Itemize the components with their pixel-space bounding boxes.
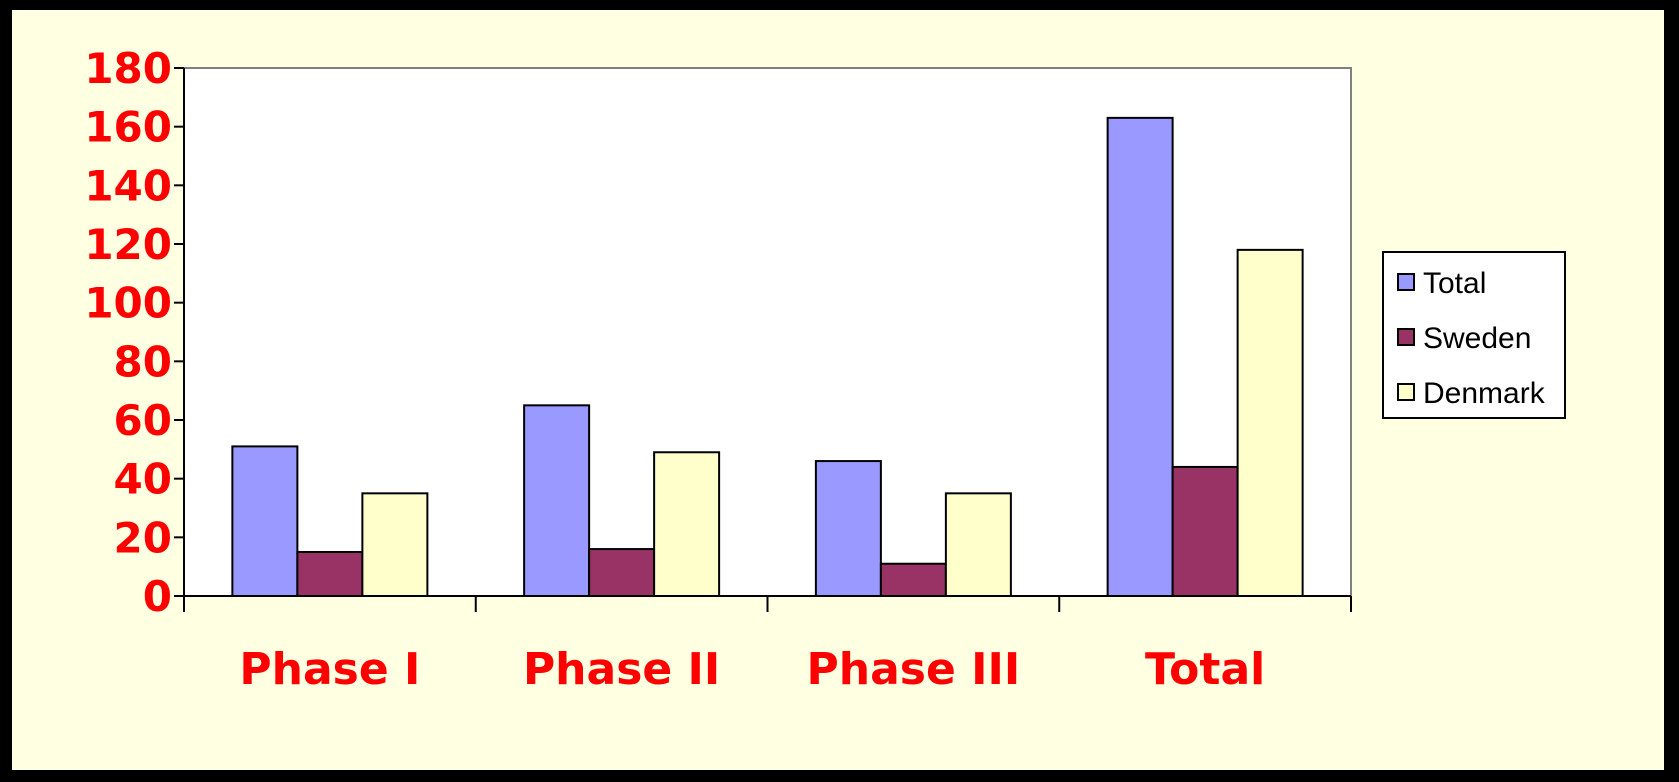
legend-swatch-denmark bbox=[1397, 383, 1415, 401]
y-tick-label: 0 bbox=[143, 572, 172, 621]
x-tick-label: Total bbox=[1145, 644, 1265, 695]
bar-sweden-phase-iii bbox=[879, 562, 947, 598]
y-tick-label: 60 bbox=[114, 396, 172, 445]
bar-total-total bbox=[1106, 116, 1174, 597]
x-tick-label: Phase I bbox=[239, 644, 420, 695]
bar-sweden-phase-ii bbox=[588, 548, 656, 597]
bar-chart: 0 20 40 60 80 100 120 140 160 180 Phase I Phase II P… bbox=[84, 44, 1566, 695]
bar-denmark-phase-ii bbox=[653, 451, 721, 597]
legend-swatch-total bbox=[1397, 273, 1415, 291]
bar-total-phase-i bbox=[231, 445, 299, 597]
y-tick-label: 180 bbox=[84, 44, 172, 93]
x-tick-label: Phase III bbox=[807, 644, 1021, 695]
y-tick-label: 100 bbox=[84, 279, 172, 328]
legend-swatch-sweden bbox=[1397, 328, 1415, 346]
bar-total-phase-ii bbox=[523, 404, 591, 598]
y-tick-label: 120 bbox=[84, 220, 172, 269]
bar-sweden-total bbox=[1171, 465, 1239, 597]
x-tick-label: Phase II bbox=[523, 644, 720, 695]
bar-sweden-phase-i bbox=[296, 551, 364, 597]
y-tick-label: 140 bbox=[84, 161, 172, 210]
y-tick-label: 20 bbox=[114, 513, 172, 562]
bar-denmark-phase-i bbox=[361, 492, 429, 598]
y-tick-label: 160 bbox=[84, 103, 172, 152]
y-tick-label: 40 bbox=[114, 455, 172, 504]
legend-label-sweden: Sweden bbox=[1423, 322, 1531, 355]
legend-label-total: Total bbox=[1423, 267, 1486, 300]
bar-total-phase-iii bbox=[814, 460, 882, 598]
bar-denmark-phase-iii bbox=[944, 492, 1012, 598]
legend-label-denmark: Denmark bbox=[1423, 377, 1546, 410]
bar-denmark-total bbox=[1236, 248, 1304, 597]
y-tick-label: 80 bbox=[114, 337, 172, 386]
chart-frame: 0 20 40 60 80 100 120 140 160 180 Phase I Phase II P… bbox=[10, 8, 1666, 772]
